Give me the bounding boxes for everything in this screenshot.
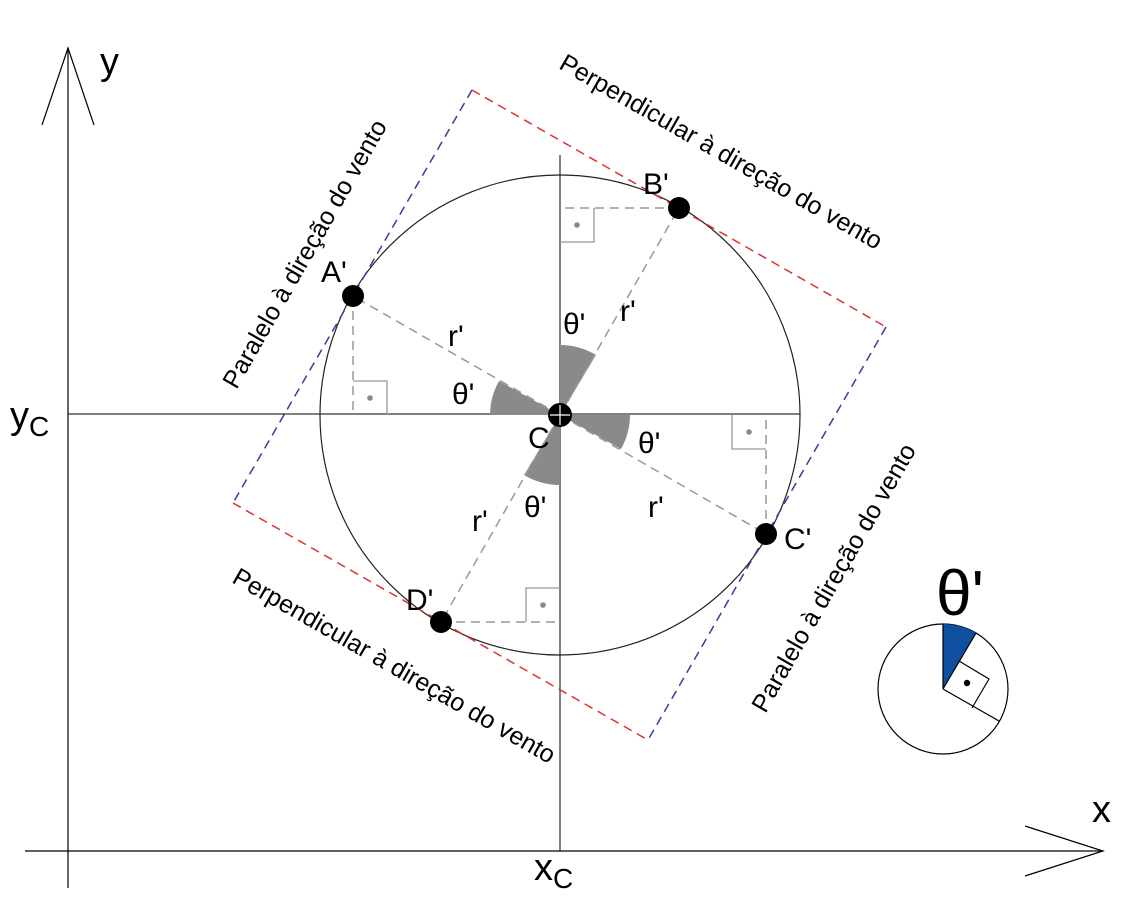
right-angle-dot-a	[367, 395, 373, 401]
edge-perpendicular-bottom	[232, 502, 649, 741]
right-angle-dot-b	[574, 222, 580, 228]
edge-perpendicular-top	[471, 89, 887, 328]
right-angle-mark-c	[731, 415, 766, 450]
tangent-rectangle	[232, 89, 887, 741]
angle-wedges	[490, 345, 630, 485]
angle-label-right: θ'	[638, 427, 660, 460]
right-angle-mark-b	[560, 208, 595, 243]
angle-wedge-left	[490, 381, 560, 415]
y-axis-label: y	[100, 41, 119, 83]
point-labels: A' B' C' D' C	[321, 168, 811, 617]
right-angle-dots	[367, 222, 752, 608]
inset-radius-lower	[942, 688, 1000, 722]
edge-parallel-left	[232, 89, 473, 504]
point-c-label: C'	[784, 523, 811, 556]
radius-label-c: r'	[648, 491, 664, 524]
radius-to-d	[440, 414, 561, 623]
inset-right-angle-mark	[958, 660, 990, 709]
perpendicular-bottom-label: Perpendicular à direção do vento	[228, 563, 560, 770]
point-a-label: A'	[321, 256, 347, 289]
point-d-label: D'	[406, 584, 433, 617]
radius-to-a	[352, 295, 561, 416]
radius-label-d: r'	[472, 505, 488, 538]
angle-label-left: θ'	[452, 378, 474, 411]
edge-parallel-right	[647, 326, 887, 741]
angle-wedge-top	[560, 345, 596, 415]
axes	[25, 46, 1105, 888]
x-axis-arrow	[1024, 825, 1105, 877]
point-b-label: B'	[643, 168, 669, 201]
parallel-left-label: Paralelo à direção do vento	[217, 115, 393, 393]
xc-label: xC	[534, 847, 573, 893]
y-axis-arrow	[41, 46, 95, 126]
point-a	[342, 285, 364, 307]
xc-label-main: x	[534, 847, 553, 889]
radius-label-b: r'	[620, 295, 636, 328]
inset-right-angle-dot	[963, 679, 971, 687]
yc-label-main: y	[10, 395, 29, 437]
yc-label: yC	[10, 395, 49, 442]
angle-inset: θ'	[877, 557, 1009, 755]
point-b	[668, 197, 690, 219]
angle-wedge-bottom	[524, 415, 560, 485]
right-angle-mark-d	[525, 587, 560, 622]
construction-lines	[352, 207, 767, 623]
point-c	[755, 523, 777, 545]
inset-angle-wedge	[943, 624, 976, 689]
radius-to-c	[559, 414, 767, 535]
angle-label-bottom: θ'	[524, 491, 546, 524]
axis-labels: y x yC xC	[10, 41, 1111, 894]
right-angle-dot-d	[540, 602, 546, 608]
right-angle-dot-c	[746, 429, 752, 435]
point-d	[430, 611, 452, 633]
angle-labels: θ' θ' θ' θ'	[452, 308, 660, 524]
angle-wedge-right	[560, 415, 630, 449]
inset-angle-label: θ'	[936, 557, 984, 629]
radius-label-a: r'	[448, 320, 464, 353]
perpendicular-top-label: Perpendicular à direção do vento	[555, 49, 887, 256]
xc-label-sub: C	[553, 863, 573, 893]
angle-label-top: θ'	[563, 308, 585, 341]
yc-label-sub: C	[29, 411, 49, 442]
right-angle-marks	[353, 208, 766, 622]
radius-labels: r' r' r' r'	[448, 295, 664, 538]
radius-to-b	[559, 207, 680, 416]
right-angle-mark-a	[353, 380, 388, 415]
circle	[319, 174, 801, 656]
x-axis-label: x	[1092, 789, 1111, 831]
center-label: C	[528, 422, 550, 455]
points	[342, 197, 777, 633]
